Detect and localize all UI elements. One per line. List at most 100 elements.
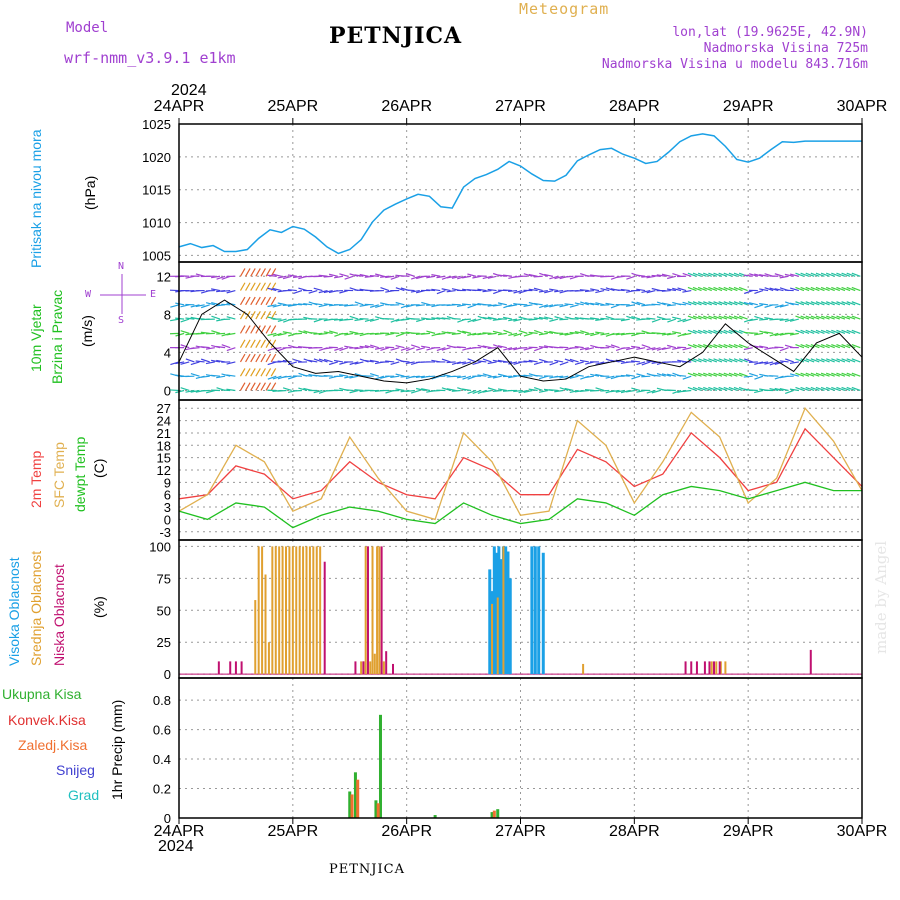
wind-arrow: [579, 389, 589, 393]
wind-arrow: [405, 389, 415, 393]
wind-arrow: [579, 289, 589, 292]
wind-arrow: [692, 386, 702, 392]
wind-arrow: [277, 275, 287, 279]
date-label-top: 24APR: [154, 98, 205, 115]
wind-arrow: [528, 359, 538, 363]
wind-arrow: [841, 358, 851, 363]
wind-arrow: [313, 332, 323, 335]
wind-arrow: [749, 372, 759, 377]
wind-arrow: [405, 361, 415, 365]
wind-arrow: [851, 386, 861, 392]
wind-arrow: [334, 347, 344, 351]
precip-tick-label: 0.4: [153, 752, 171, 767]
wind-arrow: [282, 387, 292, 392]
wind-arrow: [666, 373, 677, 377]
cloud_mid-bar: [710, 661, 713, 675]
wind-arrow: [718, 286, 728, 292]
wind-arrow: [677, 332, 687, 337]
wind-arrow: [250, 268, 256, 277]
wind-arrow: [395, 344, 405, 349]
wind-arrow: [250, 382, 256, 391]
wind-arrow: [255, 268, 261, 277]
cloud_mid-bar: [295, 546, 298, 675]
wind-arrow: [328, 273, 338, 277]
wind-arrow: [533, 287, 543, 292]
wind-arrow: [446, 275, 456, 279]
wind-arrow: [497, 345, 507, 349]
wind-arrow: [805, 358, 815, 363]
wind-arrow: [339, 347, 349, 352]
wind-arrow: [708, 329, 718, 334]
wind-arrow: [255, 353, 261, 363]
wind-arrow: [538, 289, 548, 293]
wind-arrow: [656, 373, 666, 377]
wind-arrow: [185, 358, 195, 363]
total-bar: [433, 815, 437, 818]
wind-arrow: [539, 272, 549, 277]
wind-arrow: [221, 332, 231, 337]
wind-arrow: [472, 361, 482, 366]
cloud_high-bar: [499, 559, 503, 675]
wind-speed-line: [178, 299, 863, 384]
wind-arrow: [477, 288, 487, 292]
total-bar: [496, 809, 500, 818]
wind-arrow: [544, 289, 554, 294]
year-bottom: 2024: [158, 838, 194, 855]
date-label-top: 28APR: [609, 98, 660, 115]
wind-arrow: [390, 361, 400, 366]
wind-arrow: [503, 316, 513, 320]
cloud_mid-bar: [502, 546, 505, 675]
wind-arrow: [836, 372, 846, 377]
date-label-top: 27APR: [495, 98, 546, 115]
wind-arrow: [836, 301, 846, 306]
wind-arrow: [226, 361, 236, 365]
wind-arrow: [559, 387, 569, 392]
temp-tick-label: 12: [157, 463, 171, 478]
wind-arrow: [574, 289, 584, 292]
wind-arrow: [795, 329, 805, 334]
wind-arrow: [682, 389, 692, 393]
wind-arrow: [687, 344, 697, 349]
wind-arrow: [682, 332, 692, 336]
wind-arrow: [559, 332, 569, 336]
wind-arrow: [682, 301, 692, 306]
wind-arrow: [456, 375, 466, 379]
wind-arrow: [703, 315, 712, 320]
wind-arrow: [374, 347, 385, 350]
wind-arrow: [800, 344, 810, 349]
wind-arrow: [620, 389, 630, 394]
wind-arrow: [487, 316, 497, 320]
wind-arrow: [354, 361, 364, 365]
wind-arrow: [815, 301, 825, 306]
wind-arrow: [631, 315, 641, 320]
wind-arrow: [205, 347, 215, 350]
wind-arrow: [170, 361, 180, 366]
wind-arrow: [508, 289, 518, 293]
wind-arrow: [851, 372, 861, 377]
wind-arrow: [692, 344, 702, 349]
wind-arrow: [692, 315, 702, 320]
wind-arrow: [744, 289, 753, 295]
wind-arrow: [200, 358, 210, 363]
dew-line: [178, 481, 862, 529]
wind-arrow: [451, 317, 461, 320]
wind-arrow: [369, 344, 379, 349]
wind-arrow: [692, 301, 702, 306]
wind-arrow: [610, 389, 620, 393]
wind-arrow: [518, 347, 528, 349]
wind-arrow: [180, 344, 190, 349]
wind-tick-label: 0: [164, 383, 171, 398]
cloud_low-bar: [708, 661, 711, 675]
wind-arrow: [354, 318, 364, 322]
wind-arrow: [451, 361, 461, 366]
wind-arrow: [205, 302, 215, 306]
wind-arrow: [769, 332, 779, 337]
cloud_low-bar: [809, 649, 812, 675]
wind-arrow: [810, 372, 820, 377]
wind-arrow: [538, 389, 548, 393]
wind-arrow: [682, 347, 692, 351]
wind-arrow: [292, 303, 302, 306]
wind-arrow: [518, 330, 528, 334]
wind-arrow: [487, 304, 497, 307]
wind-arrow: [270, 339, 277, 348]
